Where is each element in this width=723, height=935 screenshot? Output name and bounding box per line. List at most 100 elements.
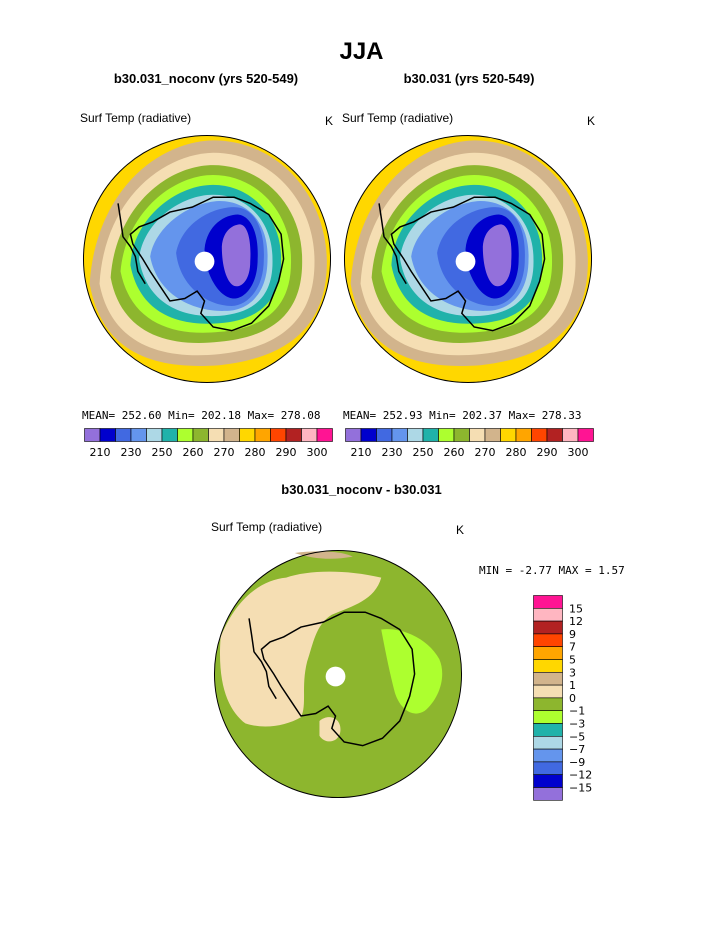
max-label: MAX =	[558, 564, 592, 577]
colorbar-box	[533, 620, 563, 635]
panel1-map	[81, 133, 333, 385]
min-label: MIN =	[479, 564, 513, 577]
diff-field-label: Surf Temp (radiative)	[211, 520, 323, 534]
colorbar-tick-label: 280	[245, 446, 266, 459]
mean-value: 252.93	[382, 409, 423, 422]
colorbar-tick-label: 230	[382, 446, 403, 459]
colorbar-tick-label: 300	[307, 446, 328, 459]
colorbar-box	[270, 428, 287, 442]
min-label: Min=	[168, 409, 195, 422]
panel2-colorbar: 210 230 250 260 270 280 290 300	[345, 428, 594, 459]
colorbar-box	[562, 428, 579, 442]
min-value: 202.37	[462, 409, 502, 422]
colorbar-box	[301, 428, 318, 442]
colorbar-box	[438, 428, 455, 442]
diff-stats: MIN = -2.77 MAX = 1.57	[479, 564, 625, 577]
colorbar-tick-label: 250	[152, 446, 173, 459]
colorbar-box	[577, 428, 594, 442]
colorbar-tick-label: 260	[183, 446, 204, 459]
colorbar-box	[533, 697, 563, 712]
colorbar-tick-label: 230	[121, 446, 142, 459]
max-value: 278.33	[541, 409, 582, 422]
panel2-units: K	[587, 114, 596, 128]
colorbar-tick-label: 290	[276, 446, 297, 459]
colorbar-tick-label: 15	[569, 602, 583, 615]
colorbar-box	[533, 748, 563, 763]
colorbar-tick-label: 270	[475, 446, 496, 459]
colorbar-box	[208, 428, 225, 442]
mean-label: MEAN=	[82, 409, 116, 422]
max-value: 278.08	[280, 409, 321, 422]
colorbar-box	[533, 787, 563, 801]
colorbar-tick-label: 290	[537, 446, 558, 459]
panel1-colorbar: 210 230 250 260 270 280 290 300	[84, 428, 333, 459]
colorbar-tick-label: 1	[569, 679, 576, 692]
colorbar-box	[130, 428, 147, 442]
panel2-stats: MEAN= 252.93 Min= 202.37 Max= 278.33	[343, 409, 582, 422]
colorbar-box	[161, 428, 178, 442]
colorbar-box	[360, 428, 377, 442]
colorbar-box	[546, 428, 563, 442]
colorbar-box	[345, 428, 362, 442]
colorbar-tick-label: 0	[569, 692, 576, 705]
colorbar-box	[239, 428, 256, 442]
colorbar-box	[177, 428, 194, 442]
panel2-field-label: Surf Temp (radiative)	[342, 111, 454, 125]
panel1-title: b30.031_noconv (yrs 520-549)	[113, 71, 299, 86]
colorbar-box	[285, 428, 302, 442]
colorbar-box	[254, 428, 271, 442]
colorbar-box	[453, 428, 470, 442]
diff-title: b30.031_noconv - b30.031	[281, 482, 442, 497]
colorbar-box	[531, 428, 548, 442]
colorbar-box	[533, 595, 563, 609]
mean-value: 252.60	[121, 409, 162, 422]
colorbar-tick-label: 12	[569, 615, 583, 628]
max-label: Max=	[508, 409, 536, 422]
colorbar-tick-label: −7	[569, 743, 585, 756]
panel1-units: K	[325, 114, 334, 128]
colorbar-box	[533, 646, 563, 660]
min-label: Min=	[429, 409, 456, 422]
colorbar-tick-label: 210	[90, 446, 111, 459]
colorbar-tick-label: 300	[568, 446, 589, 459]
colorbar-box	[533, 723, 563, 737]
colorbar-tick-label: 3	[569, 666, 576, 679]
colorbar-box	[533, 774, 563, 788]
colorbar-tick-label: 5	[569, 654, 576, 667]
colorbar-box	[376, 428, 393, 442]
diff-map	[212, 548, 464, 800]
colorbar-tick-label: −12	[569, 769, 592, 782]
colorbar-box	[115, 428, 132, 442]
page-title: JJA	[339, 38, 384, 65]
colorbar-box	[533, 633, 563, 648]
colorbar-box	[223, 428, 240, 442]
colorbar-tick-label: −9	[569, 756, 585, 769]
colorbar-tick-label: 280	[506, 446, 527, 459]
colorbar-box	[533, 684, 563, 699]
min-value: -2.77	[518, 564, 552, 577]
colorbar-box	[484, 428, 501, 442]
colorbar-box	[533, 659, 563, 673]
panel2-map	[342, 133, 594, 385]
colorbar-box	[422, 428, 439, 442]
colorbar-tick-label: −5	[569, 730, 585, 743]
max-value: 1.57	[598, 564, 625, 577]
colorbar-box	[407, 428, 424, 442]
colorbar-tick-label: 210	[351, 446, 372, 459]
colorbar-tick-label: −3	[569, 718, 585, 731]
colorbar-box	[192, 428, 209, 442]
colorbar-box	[500, 428, 517, 442]
colorbar-box	[533, 672, 563, 686]
colorbar-tick-label: 7	[569, 641, 576, 654]
colorbar-box	[533, 761, 563, 775]
max-label: Max=	[247, 409, 275, 422]
diff-units: K	[456, 523, 465, 537]
colorbar-box	[515, 428, 532, 442]
colorbar-tick-label: 250	[413, 446, 434, 459]
colorbar-box	[533, 736, 563, 750]
colorbar-box	[533, 608, 563, 622]
colorbar-box	[84, 428, 101, 442]
min-value: 202.18	[201, 409, 241, 422]
colorbar-tick-label: −1	[569, 705, 585, 718]
